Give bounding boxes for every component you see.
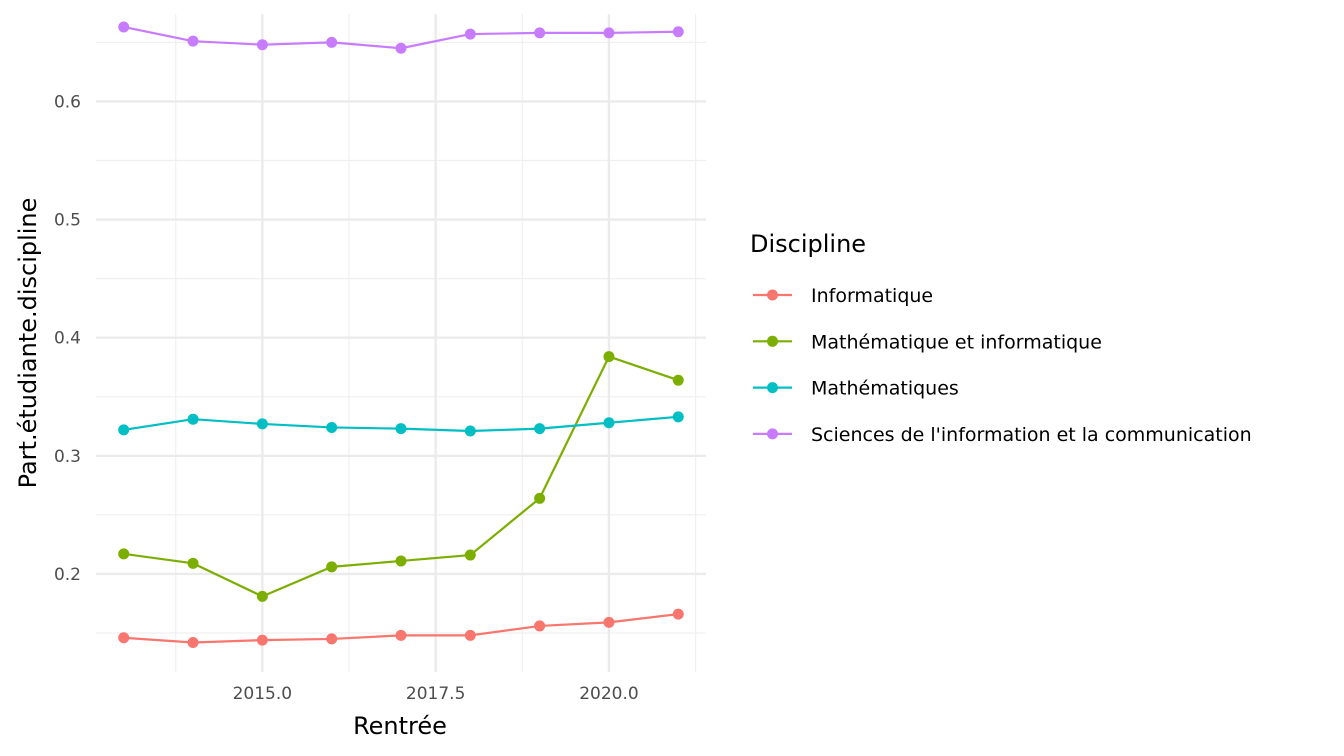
legend-marker-3 <box>767 428 778 440</box>
legend-item-2: Mathématiques <box>753 378 959 400</box>
x-tick-label-1: 2017.5 <box>406 684 465 704</box>
legend-item-1: Mathématique et informatique <box>753 331 1102 353</box>
series-2-point-8 <box>672 411 684 423</box>
series-2-point-6 <box>534 423 546 435</box>
series-2-point-3 <box>326 421 338 433</box>
series-0-point-6 <box>534 620 546 632</box>
series-3-point-3 <box>326 36 338 48</box>
series-0-point-8 <box>672 608 684 620</box>
series-3-point-0 <box>118 21 130 33</box>
legend-item-3: Sciences de l'information et la communic… <box>753 424 1252 446</box>
y-tick-labels: 0.2 0.3 0.4 0.5 0.6 <box>54 92 81 585</box>
series-2-point-7 <box>603 417 615 429</box>
series-0-point-4 <box>395 629 407 641</box>
grid-major <box>96 14 706 672</box>
legend: Discipline Informatique Mathématique et i… <box>750 230 1252 446</box>
series-1-point-6 <box>534 492 546 504</box>
series-2-point-1 <box>187 413 199 425</box>
x-tick-labels: 2015.0 2017.5 2020.0 <box>233 684 639 704</box>
series-1-point-2 <box>256 590 268 602</box>
y-tick-label-1: 0.3 <box>54 447 81 467</box>
legend-marker-2 <box>767 382 778 394</box>
series-2-point-5 <box>464 425 476 437</box>
series-3-point-5 <box>464 28 476 40</box>
series-1-point-5 <box>464 549 476 561</box>
series-1-point-0 <box>118 548 130 560</box>
y-tick-label-4: 0.6 <box>54 92 81 112</box>
series-2-point-2 <box>256 418 268 430</box>
series-2-point-4 <box>395 423 407 435</box>
legend-label-2: Mathématiques <box>811 378 959 400</box>
legend-label-1: Mathématique et informatique <box>811 331 1102 353</box>
series-3-point-1 <box>187 35 199 47</box>
series-0-point-5 <box>464 629 476 641</box>
y-tick-label-2: 0.4 <box>54 329 81 349</box>
series-1-point-4 <box>395 555 407 567</box>
legend-title: Discipline <box>750 230 866 258</box>
series-0-point-3 <box>326 633 338 645</box>
series-points <box>118 21 684 648</box>
series-3-point-4 <box>395 42 407 54</box>
series-1-point-8 <box>672 374 684 386</box>
legend-marker-0 <box>767 289 778 301</box>
y-axis-title: Part.étudiante.discipline <box>14 198 42 489</box>
series-0-point-0 <box>118 632 130 644</box>
series-3-point-2 <box>256 39 268 51</box>
legend-item-0: Informatique <box>753 285 933 307</box>
series-3-point-6 <box>534 27 546 39</box>
y-tick-label-0: 0.2 <box>54 565 81 585</box>
legend-label-3: Sciences de l'information et la communic… <box>811 424 1252 446</box>
series-0-point-1 <box>187 636 199 648</box>
series-3-point-8 <box>672 26 684 38</box>
series-1-point-1 <box>187 557 199 569</box>
series-3-point-7 <box>603 27 615 39</box>
x-tick-label-0: 2015.0 <box>233 684 292 704</box>
legend-items: Informatique Mathématique et informatique… <box>753 285 1252 446</box>
series-1-point-3 <box>326 561 338 573</box>
x-axis-title: Rentrée <box>353 712 447 740</box>
legend-label-0: Informatique <box>811 285 933 307</box>
series-0-point-2 <box>256 634 268 646</box>
series-0-point-7 <box>603 616 615 628</box>
y-tick-label-3: 0.5 <box>54 211 81 231</box>
series-lines <box>123 25 679 644</box>
legend-marker-1 <box>767 335 778 347</box>
series-2-point-0 <box>118 424 130 436</box>
series-1-point-7 <box>603 351 615 363</box>
x-tick-label-2: 2020.0 <box>579 684 638 704</box>
